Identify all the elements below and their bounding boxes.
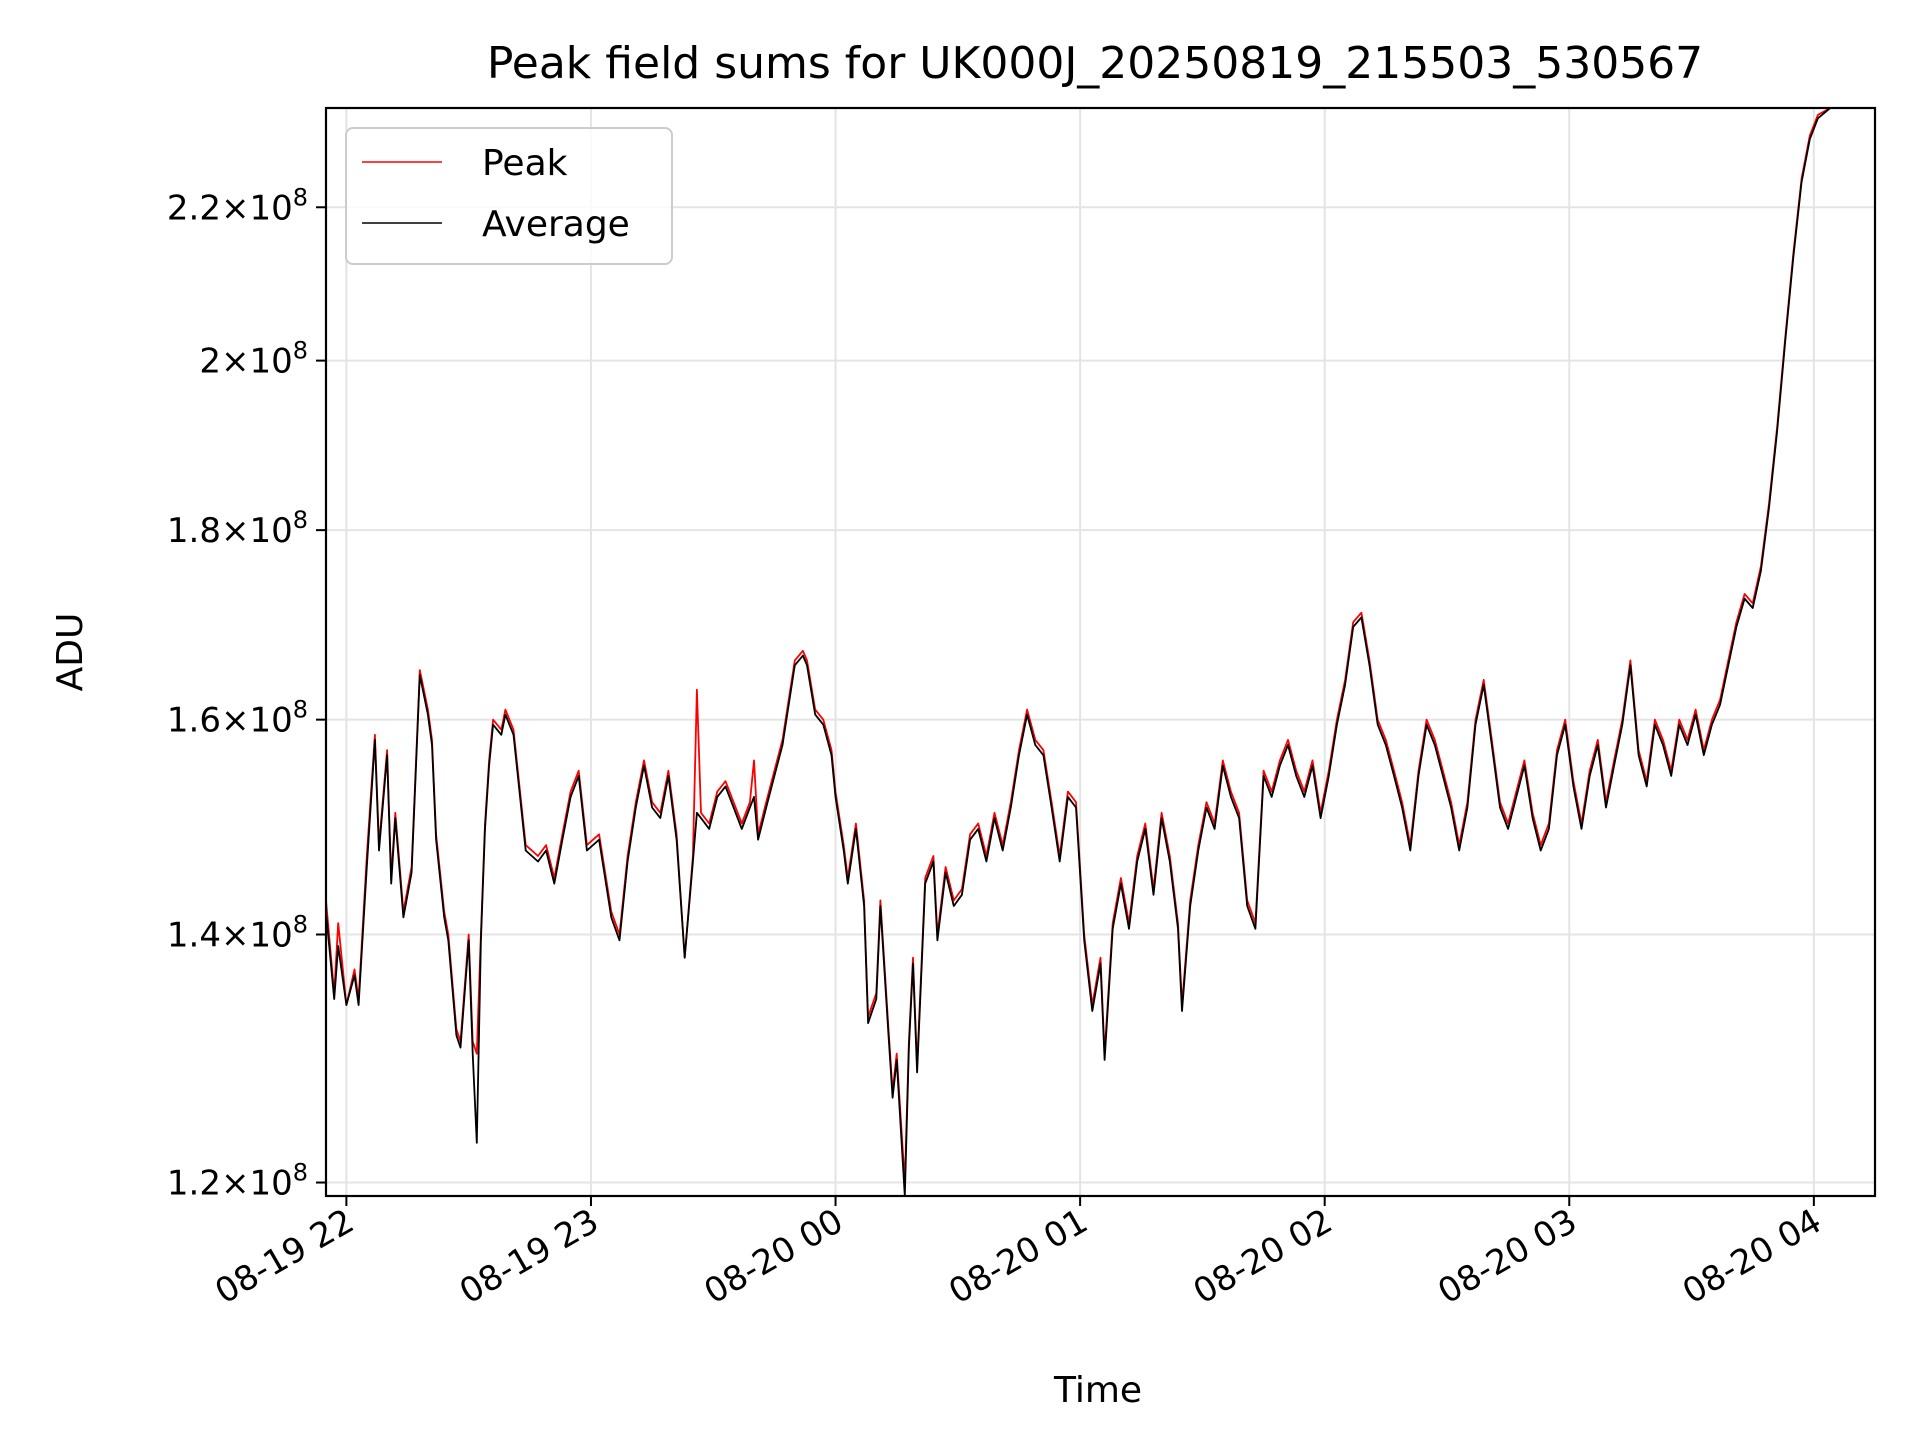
legend-average-label: Average [482,204,630,245]
grid-lines [326,108,1875,1196]
plot-area [326,108,1875,1196]
y-tick-label: 2×108 [199,337,308,382]
series-lines [325,107,1831,1197]
y-tick-label: 1.4×108 [167,911,308,956]
y-axis-label: ADU [50,613,91,692]
average-series-line [325,107,1831,1197]
y-tick-label: 1.6×108 [167,696,308,741]
y-tick-label: 2.2×108 [167,183,308,228]
peak-series-line [325,107,1831,1184]
legend: Peak Average [345,127,673,265]
plot-frame [324,106,1877,1198]
y-tick-label: 1.2×108 [167,1159,308,1204]
y-axis: 1.2×108 1.4×108 1.6×108 1.8×108 2×108 2.2×108 [167,183,326,1204]
chart-title: Peak field sums for UK000J_20250819_2155… [487,38,1703,89]
legend-peak-label: Peak [482,143,568,184]
y-tick-label: 1.8×108 [167,506,308,551]
x-axis-label: Time [1053,1370,1142,1411]
